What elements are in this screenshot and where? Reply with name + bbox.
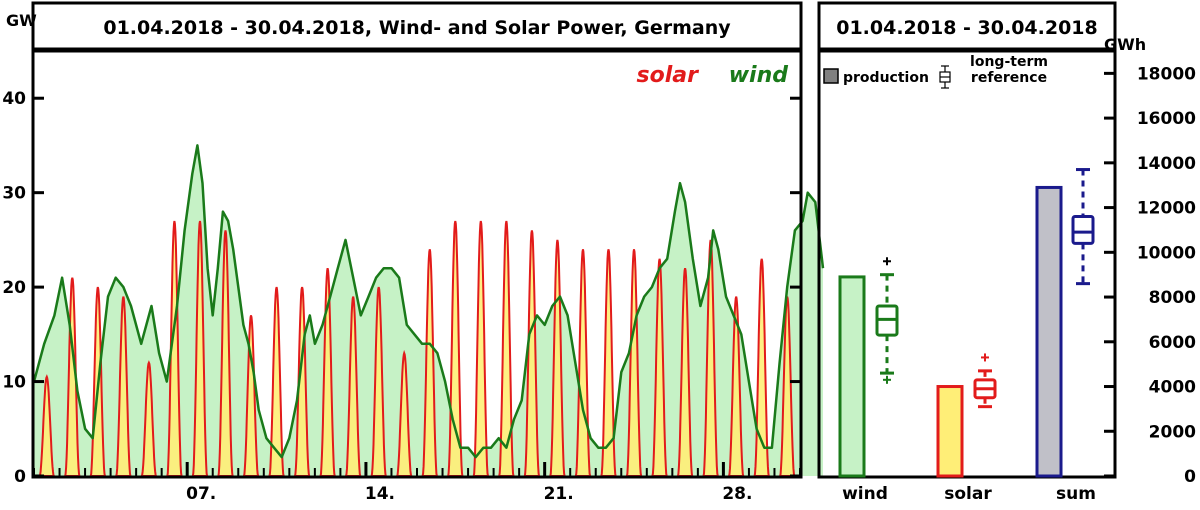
outlier-solar-0 — [981, 353, 989, 362]
right-y-tick-label-8000: 8000 — [1149, 288, 1196, 308]
solar-day-7 — [191, 220, 209, 477]
legend-reference-line1: long-term — [970, 54, 1048, 70]
legend-solar: solar — [637, 63, 700, 88]
right-y-tick-label-16000: 16000 — [1137, 109, 1196, 129]
left-x-tick-label-21: 21. — [544, 484, 574, 504]
solar-day-21 — [549, 239, 566, 477]
right-y-tick-label-14000: 14000 — [1137, 154, 1196, 174]
right-y-tick-label-6000: 6000 — [1149, 333, 1196, 353]
right-plot-frame — [817, 49, 1117, 479]
left-title: 01.04.2018 - 30.04.2018, Wind- and Solar… — [103, 17, 731, 39]
solar-day-20 — [523, 230, 541, 477]
solar-day-1 — [38, 374, 56, 477]
left-x-tick-label-14: 14. — [365, 484, 395, 504]
solar-day-5 — [140, 360, 158, 477]
category-label-sum: sum — [1056, 484, 1096, 504]
right-y-tick-label-18000: 18000 — [1137, 64, 1196, 84]
right-y-tick-label-2000: 2000 — [1149, 422, 1196, 442]
solar-day-14 — [370, 286, 388, 477]
reference-box-solar — [973, 353, 997, 409]
right-y-unit: GWh — [1104, 35, 1146, 54]
legend-reference-line2: reference — [971, 70, 1047, 86]
solar-day-16 — [421, 249, 439, 477]
solar-day-4 — [114, 296, 132, 477]
right-panel: 01.04.2018 - 30.04.2018 GWh 0 2000 4000 600… — [817, 1, 1196, 504]
right-y-tick-label-10000: 10000 — [1137, 243, 1196, 263]
left-y-unit: GW — [6, 11, 37, 30]
left-x-axis: 07. 14. 21. 28. — [33, 462, 801, 504]
legend-reference-icon — [939, 65, 951, 89]
solar-day-9 — [242, 315, 260, 477]
right-title-frame — [817, 1, 1117, 51]
solar-day-8 — [217, 230, 234, 477]
reference-box-wind — [875, 257, 899, 384]
left-x-tick-label-7: 07. — [186, 484, 216, 504]
right-title: 01.04.2018 - 30.04.2018 — [836, 17, 1098, 39]
legend-production-swatch — [823, 68, 839, 84]
category-label-wind: wind — [842, 484, 888, 504]
iqr-box-sum — [1071, 215, 1095, 245]
left-y-tick-label-20: 20 — [2, 278, 26, 298]
right-y-tick-label-4000: 4000 — [1149, 378, 1196, 398]
left-x-tick-label-28: 28. — [722, 484, 752, 504]
solar-day-18 — [472, 220, 490, 477]
outlier-wind-1 — [883, 257, 891, 266]
category-label-solar: solar — [944, 484, 992, 504]
solar-day-28 — [727, 296, 745, 477]
outlier-wind-0 — [883, 375, 891, 384]
left-y-tick-label-30: 30 — [2, 184, 26, 204]
wind-line — [32, 144, 825, 459]
production-bar-wind — [838, 275, 866, 478]
left-y-tick-label-40: 40 — [2, 89, 26, 109]
right-y-tick-label-0: 0 — [1184, 467, 1196, 487]
left-y-tick-label-0: 0 — [14, 467, 26, 487]
right-y-tick-label-12000: 12000 — [1137, 199, 1196, 219]
solar-day-6 — [166, 220, 183, 477]
left-title-frame — [31, 1, 803, 51]
production-bar-solar — [936, 385, 964, 478]
legend-production: production — [843, 70, 929, 86]
solar-day-25 — [651, 258, 668, 477]
solar-day-13 — [344, 296, 362, 477]
right-plot-area — [838, 168, 1095, 478]
right-x-axis: wind solar sum — [842, 484, 1096, 504]
solar-day-30 — [778, 296, 796, 477]
solar-day-11 — [293, 286, 311, 477]
wind-area — [34, 145, 823, 476]
solar-day-12 — [319, 267, 337, 477]
right-y-axis: 0 2000 4000 6000 8000 10000 12000 14000 16000 180… — [1104, 64, 1196, 487]
solar-day-15 — [395, 349, 413, 477]
production-bar-sum — [1035, 185, 1063, 478]
left-plot-area — [32, 144, 825, 477]
solar-day-26 — [676, 267, 694, 477]
left-plot-frame — [31, 49, 803, 479]
legend-wind: wind — [729, 63, 789, 88]
solar-day-10 — [268, 286, 285, 477]
reference-box-sum — [1071, 168, 1095, 286]
left-panel: 01.04.2018 - 30.04.2018, Wind- and Solar… — [2, 1, 825, 504]
left-y-axis: 0 10 20 30 40 — [2, 89, 800, 487]
left-y-tick-label-10: 10 — [2, 373, 26, 393]
solar-day-24 — [625, 249, 643, 477]
solar-day-2 — [64, 277, 81, 477]
solar-day-29 — [753, 258, 770, 477]
